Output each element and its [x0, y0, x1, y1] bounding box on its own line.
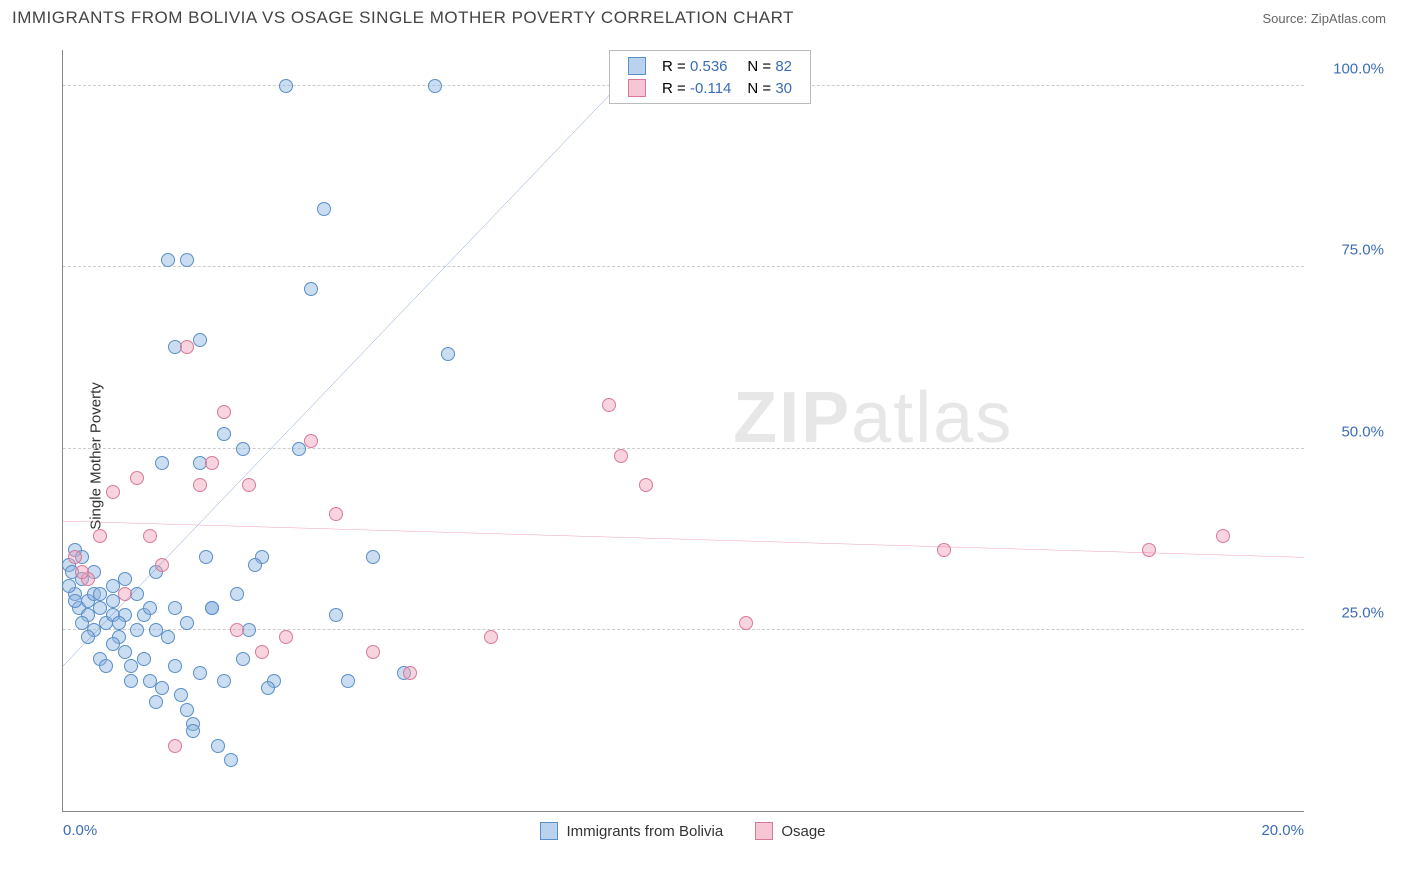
data-point — [99, 659, 113, 673]
data-point — [205, 601, 219, 615]
data-point — [602, 398, 616, 412]
data-point — [441, 347, 455, 361]
data-point — [155, 558, 169, 572]
data-point — [81, 630, 95, 644]
data-point — [279, 630, 293, 644]
chart-container: Single Mother Poverty ZIPatlas R = 0.536… — [12, 40, 1394, 872]
data-point — [230, 623, 244, 637]
data-point — [130, 623, 144, 637]
swatch-osage — [628, 79, 646, 97]
series-legend: Immigrants from Bolivia Osage — [62, 822, 1304, 844]
plot-area: ZIPatlas R = 0.536 N = 82 R = -0.114 N =… — [62, 50, 1304, 812]
data-point — [130, 471, 144, 485]
data-point — [155, 456, 169, 470]
data-point — [242, 623, 256, 637]
data-point — [193, 666, 207, 680]
data-point — [143, 601, 157, 615]
legend-item-bolivia: Immigrants from Bolivia — [540, 822, 723, 840]
correlation-legend: R = 0.536 N = 82 R = -0.114 N = 30 — [609, 50, 811, 104]
data-point — [118, 572, 132, 586]
data-point — [217, 405, 231, 419]
legend-item-osage: Osage — [755, 822, 825, 840]
data-point — [614, 449, 628, 463]
data-point — [428, 79, 442, 93]
data-point — [161, 253, 175, 267]
data-point — [217, 674, 231, 688]
data-point — [93, 529, 107, 543]
y-tick-label: 100.0% — [1314, 61, 1384, 78]
data-point — [403, 666, 417, 680]
trend-line — [63, 521, 1304, 557]
data-point — [248, 558, 262, 572]
legend-row-bolivia: R = 0.536 N = 82 — [620, 55, 800, 77]
data-point — [180, 253, 194, 267]
data-point — [193, 333, 207, 347]
data-point — [366, 645, 380, 659]
data-point — [62, 579, 76, 593]
data-point — [236, 442, 250, 456]
data-point — [180, 616, 194, 630]
data-point — [279, 79, 293, 93]
data-point — [1216, 529, 1230, 543]
data-point — [341, 674, 355, 688]
legend-row-osage: R = -0.114 N = 30 — [620, 77, 800, 99]
data-point — [137, 652, 151, 666]
trend-overlay — [63, 50, 1304, 811]
data-point — [937, 543, 951, 557]
data-point — [161, 630, 175, 644]
data-point — [1142, 543, 1156, 557]
data-point — [317, 202, 331, 216]
source-attribution: Source: ZipAtlas.com — [1262, 11, 1386, 26]
data-point — [366, 550, 380, 564]
data-point — [205, 456, 219, 470]
data-point — [180, 703, 194, 717]
data-point — [639, 478, 653, 492]
data-point — [68, 594, 82, 608]
data-point — [149, 695, 163, 709]
data-point — [261, 681, 275, 695]
y-tick-label: 50.0% — [1314, 423, 1384, 440]
data-point — [168, 659, 182, 673]
data-point — [739, 616, 753, 630]
data-point — [124, 674, 138, 688]
data-point — [106, 485, 120, 499]
data-point — [304, 282, 318, 296]
data-point — [329, 507, 343, 521]
data-point — [75, 565, 89, 579]
data-point — [484, 630, 498, 644]
data-point — [168, 601, 182, 615]
data-point — [118, 645, 132, 659]
chart-title: IMMIGRANTS FROM BOLIVIA VS OSAGE SINGLE … — [12, 8, 794, 28]
data-point — [112, 616, 126, 630]
data-point — [211, 739, 225, 753]
swatch-bolivia — [628, 57, 646, 75]
data-point — [143, 529, 157, 543]
data-point — [75, 616, 89, 630]
data-point — [329, 608, 343, 622]
data-point — [168, 739, 182, 753]
header: IMMIGRANTS FROM BOLIVIA VS OSAGE SINGLE … — [0, 0, 1406, 32]
data-point — [304, 434, 318, 448]
swatch-osage-icon — [755, 822, 773, 840]
data-point — [174, 688, 188, 702]
y-tick-label: 75.0% — [1314, 242, 1384, 259]
data-point — [217, 427, 231, 441]
data-point — [130, 587, 144, 601]
data-point — [255, 645, 269, 659]
data-point — [199, 550, 213, 564]
data-point — [118, 587, 132, 601]
gridline — [63, 266, 1304, 267]
data-point — [180, 340, 194, 354]
data-point — [242, 478, 256, 492]
data-point — [236, 652, 250, 666]
data-point — [155, 681, 169, 695]
data-point — [230, 587, 244, 601]
y-tick-label: 25.0% — [1314, 604, 1384, 621]
swatch-bolivia-icon — [540, 822, 558, 840]
data-point — [68, 550, 82, 564]
data-point — [193, 478, 207, 492]
data-point — [186, 724, 200, 738]
data-point — [106, 637, 120, 651]
data-point — [224, 753, 238, 767]
